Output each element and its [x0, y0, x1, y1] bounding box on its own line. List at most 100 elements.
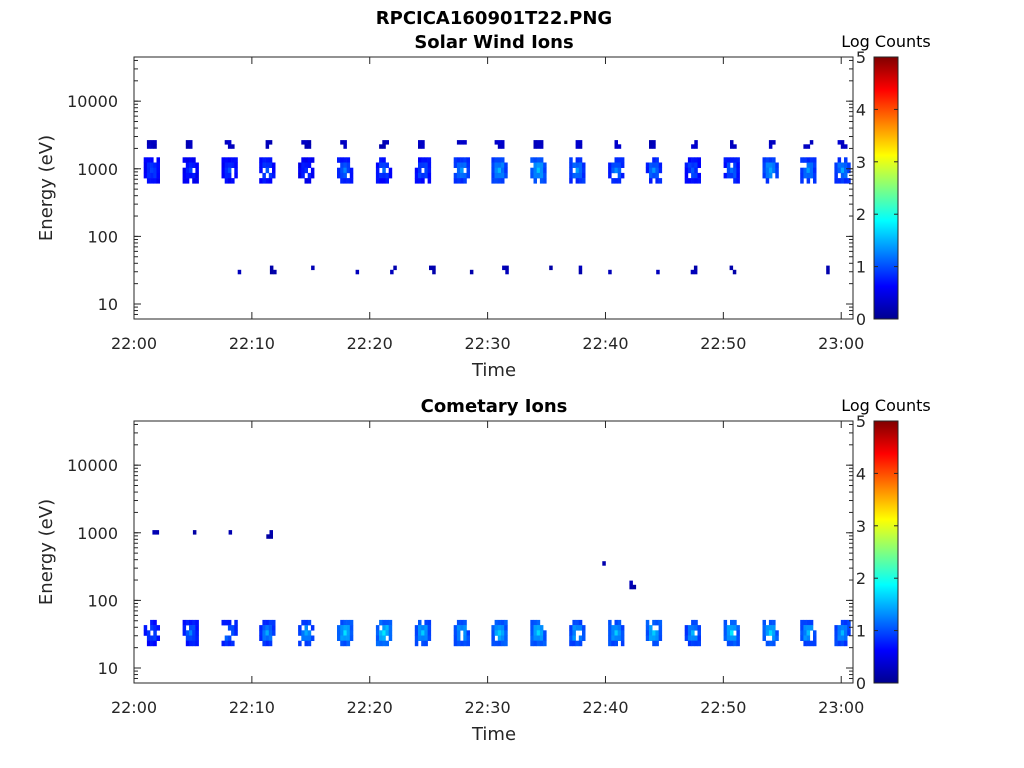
heatmap-cell	[726, 635, 731, 641]
heatmap-cell	[307, 140, 312, 145]
heatmap-cell	[582, 178, 586, 184]
heatmap-cell	[150, 635, 154, 641]
heatmap-cell	[304, 162, 308, 168]
heatmap-cell	[539, 167, 544, 174]
heatmap-cell	[414, 625, 419, 631]
heatmap-cell	[578, 140, 583, 145]
heatmap-cell	[262, 625, 266, 631]
heatmap-cell	[424, 630, 428, 636]
heatmap-cell	[655, 172, 659, 179]
heatmap-cell	[385, 625, 389, 631]
heatmap-cell	[837, 630, 842, 636]
heatmap-cell	[427, 157, 432, 163]
heatmap-cell	[813, 635, 817, 641]
heatmap-cell	[393, 265, 397, 271]
heatmap-cell	[617, 167, 622, 174]
heatmap-cell	[421, 178, 425, 184]
heatmap-cell	[375, 625, 380, 631]
heatmap-cell	[655, 162, 659, 168]
heatmap-cell	[349, 630, 354, 636]
heatmap-cell	[649, 162, 653, 168]
heatmap-cell	[840, 172, 845, 179]
heatmap-cell	[813, 167, 817, 174]
heatmap-cell	[143, 630, 148, 636]
heatmap-cell	[346, 635, 351, 641]
heatmap-cell	[265, 167, 270, 174]
heatmap-cell	[539, 635, 544, 641]
heatmap-cell	[414, 167, 419, 174]
heatmap-cell	[501, 167, 505, 174]
heatmap-cell	[456, 640, 461, 647]
heatmap-cell	[687, 157, 692, 163]
ylabel-solar-wind: Energy (eV)	[36, 135, 57, 241]
heatmap-cell	[460, 172, 464, 179]
heatmap-cell	[340, 140, 344, 145]
heatmap-cell	[153, 178, 157, 184]
heatmap-cell	[658, 167, 663, 174]
heatmap-cell	[803, 157, 807, 163]
heatmap-cell	[185, 630, 190, 636]
heatmap-cell	[224, 167, 229, 174]
heatmap-cell	[382, 172, 386, 179]
heatmap-cell	[614, 619, 618, 626]
heatmap-cell	[575, 625, 580, 631]
heatmap-cell	[195, 178, 199, 184]
heatmap-cell	[262, 630, 266, 636]
heatmap-cell	[418, 157, 422, 163]
heatmap-cell	[617, 144, 622, 149]
heatmap-cell	[800, 625, 804, 631]
heatmap-cell	[655, 640, 659, 647]
heatmap-cell	[307, 178, 312, 184]
heatmap-cell	[569, 635, 573, 641]
heatmap-cell	[463, 178, 467, 184]
heatmap-cell	[620, 630, 625, 636]
heatmap-cell	[494, 625, 499, 631]
heatmap-cell	[304, 630, 308, 636]
heatmap-cell	[234, 630, 238, 636]
heatmap-cell	[645, 162, 650, 168]
heatmap-cell	[192, 172, 196, 179]
heatmap-cell	[611, 640, 615, 647]
heatmap-cell	[652, 167, 656, 174]
heatmap-cell	[726, 167, 731, 174]
heatmap-cell	[775, 635, 779, 641]
heatmap-cell	[772, 157, 776, 163]
heatmap-cell	[800, 619, 804, 626]
heatmap-cell	[265, 635, 270, 641]
heatmap-cell	[304, 640, 308, 647]
heatmap-cell	[569, 157, 573, 163]
heatmap-cell	[153, 140, 157, 145]
heatmap-cell	[298, 625, 302, 631]
heatmap-cell	[504, 619, 508, 626]
heatmap-cell	[733, 619, 737, 626]
heatmap-cell	[153, 640, 157, 647]
heatmap-cell	[501, 630, 505, 636]
heatmap-cell	[536, 172, 541, 179]
heatmap-cell	[569, 167, 573, 174]
heatmap-cell	[227, 635, 232, 641]
heatmap-cell	[533, 167, 537, 174]
x-tick-label: 22:10	[229, 698, 275, 717]
heatmap-cell	[733, 167, 737, 174]
heatmap-cell	[649, 172, 653, 179]
heatmap-cell	[614, 635, 618, 641]
heatmap-cell	[729, 265, 734, 271]
heatmap-cell	[844, 162, 848, 168]
heatmap-cell	[234, 172, 238, 179]
heatmap-cell	[189, 144, 193, 149]
heatmap-cell	[346, 167, 351, 174]
heatmap-cell	[684, 625, 689, 631]
colorbar-ticks-solar-wind: 0 1 2 3 4 5	[856, 48, 898, 329]
heatmap-cell	[617, 162, 622, 168]
heatmap-cell	[388, 625, 393, 631]
heatmap-cell	[847, 619, 851, 626]
heatmap-cell	[840, 640, 845, 647]
heatmap-cell	[268, 625, 273, 631]
heatmap-cell	[649, 140, 653, 145]
heatmap-cell	[684, 630, 689, 636]
heatmap-cell	[388, 167, 393, 174]
heatmap-cell	[182, 167, 187, 174]
heatmap-cell	[227, 172, 232, 179]
heatmap-cell	[803, 167, 807, 174]
heatmap-cell	[504, 635, 508, 641]
